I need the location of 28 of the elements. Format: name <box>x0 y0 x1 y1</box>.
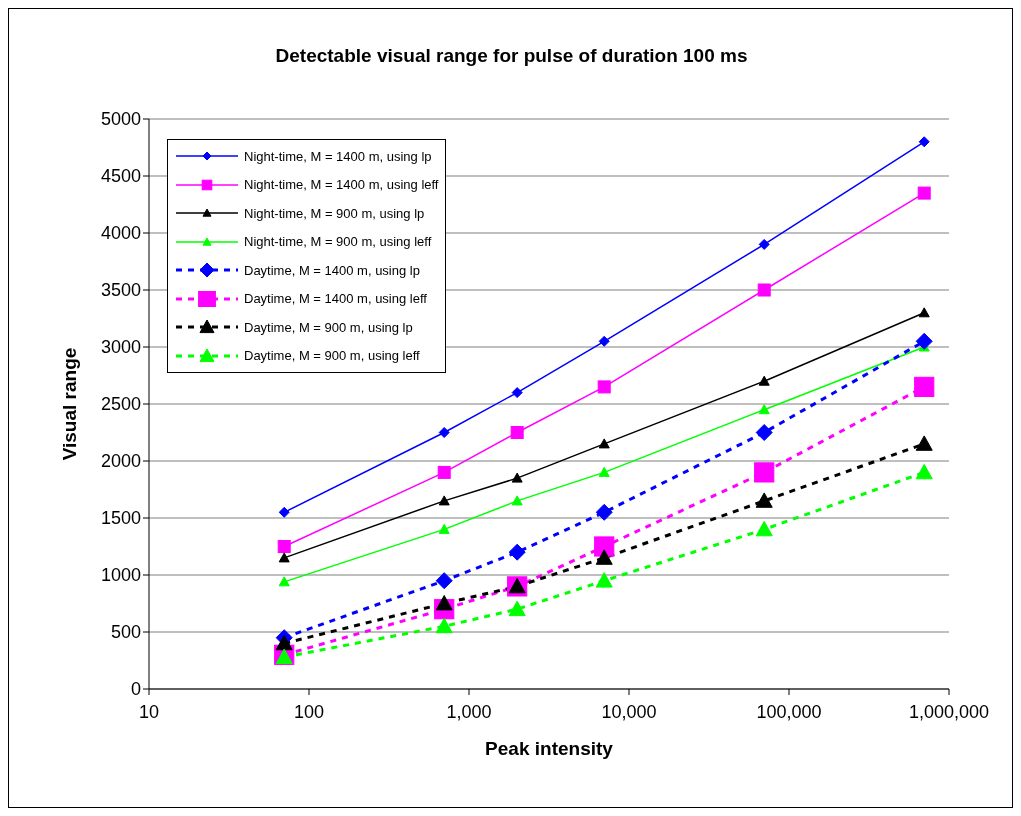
y-tick-label: 1500 <box>100 508 141 529</box>
legend-label: Daytime, M = 1400 m, using lp <box>244 262 420 278</box>
y-tick-label: 5000 <box>100 109 141 130</box>
chart-title: Detectable visual range for pulse of duration 100 ms <box>274 45 749 67</box>
legend-label: Night-time, M = 900 m, using lp <box>244 205 425 221</box>
x-tick-label: 100,000 <box>756 701 822 722</box>
legend-label: Night-time, M = 1400 m, using leff <box>244 177 439 193</box>
y-tick-label: 0 <box>130 679 141 700</box>
x-tick-label: 100 <box>293 701 325 722</box>
legend-label: Night-time, M = 900 m, using leff <box>244 234 432 250</box>
legend-label: Daytime, M = 1400 m, using leff <box>244 291 427 307</box>
y-tick-label: 3500 <box>100 280 141 301</box>
y-tick-label: 2000 <box>100 451 141 472</box>
y-tick-label: 1000 <box>100 565 141 586</box>
legend-label: Daytime, M = 900 m, using leff <box>244 348 420 364</box>
legend-label: Daytime, M = 900 m, using lp <box>244 319 413 335</box>
y-axis-title: Visual range <box>58 347 80 461</box>
y-tick-label: 3000 <box>100 337 141 358</box>
x-axis-title: Peak intensity <box>485 738 614 759</box>
x-tick-label: 10,000 <box>601 701 657 722</box>
x-tick-label: 1,000,000 <box>908 701 990 722</box>
x-tick-label: 10 <box>138 701 160 722</box>
x-tick-label: 1,000 <box>446 701 492 722</box>
legend-label: Night-time, M = 1400 m, using lp <box>244 148 432 164</box>
y-tick-label: 2500 <box>100 394 141 415</box>
y-tick-label: 4000 <box>100 223 141 244</box>
y-tick-label: 4500 <box>100 166 141 187</box>
y-tick-label: 500 <box>110 622 141 643</box>
